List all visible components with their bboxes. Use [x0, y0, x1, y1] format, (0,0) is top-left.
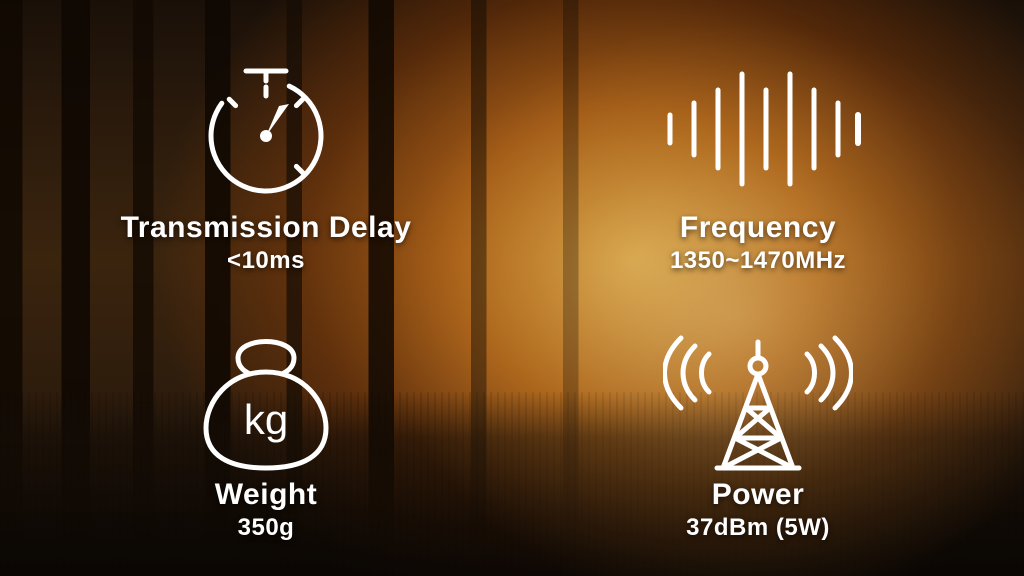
spec-title: Weight	[215, 479, 317, 511]
spec-title: Frequency	[680, 212, 836, 244]
kettlebell-icon: kg	[186, 321, 346, 471]
spec-power: Power 37dBm (5W)	[532, 291, 984, 554]
spec-grid: Transmission Delay <10ms Frequency 13	[0, 0, 1024, 576]
spec-title: Power	[712, 479, 805, 511]
spec-value: 350g	[238, 514, 295, 542]
spec-weight: kg Weight 350g	[40, 291, 492, 554]
spec-title: Transmission Delay	[121, 212, 412, 244]
spec-transmission-delay: Transmission Delay <10ms	[40, 18, 492, 281]
kettlebell-label: kg	[244, 396, 288, 443]
spec-value: 37dBm (5W)	[686, 514, 830, 542]
waveform-icon	[653, 54, 863, 204]
spec-value: <10ms	[227, 247, 305, 275]
spec-value: 1350~1470MHz	[670, 247, 846, 275]
antenna-tower-icon	[663, 321, 853, 471]
spec-frequency: Frequency 1350~1470MHz	[532, 18, 984, 281]
stopwatch-icon	[191, 54, 341, 204]
